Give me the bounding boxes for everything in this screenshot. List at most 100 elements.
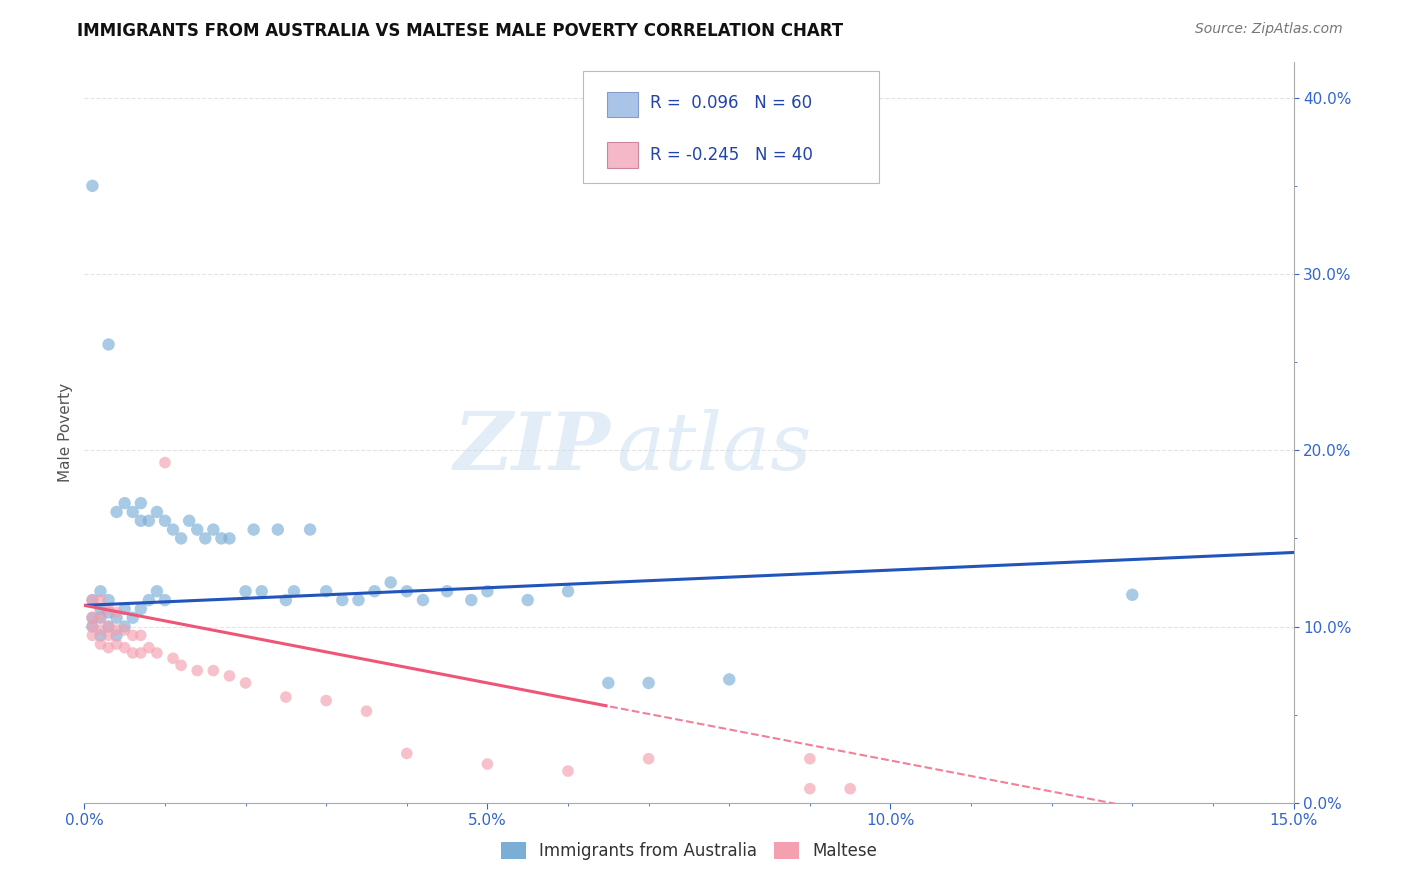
Point — [129, 496, 152, 510]
Point — [395, 747, 418, 761]
Point — [105, 505, 128, 519]
Point — [250, 584, 273, 599]
Point — [97, 640, 120, 655]
Point — [380, 575, 402, 590]
Point — [97, 619, 120, 633]
Point — [89, 593, 111, 607]
Point — [242, 523, 264, 537]
Point — [557, 584, 579, 599]
Point — [162, 651, 184, 665]
Point — [153, 514, 176, 528]
Point — [153, 456, 176, 470]
Point — [460, 593, 482, 607]
Point — [235, 584, 257, 599]
Point — [799, 781, 821, 796]
Point — [97, 628, 120, 642]
Point — [637, 752, 659, 766]
Point — [89, 623, 111, 637]
Point — [153, 593, 176, 607]
Point — [477, 584, 499, 599]
Point — [598, 676, 620, 690]
Point — [97, 602, 120, 616]
Point — [97, 606, 120, 620]
Point — [436, 584, 458, 599]
Point — [114, 496, 136, 510]
Point — [82, 178, 104, 193]
Point — [138, 640, 160, 655]
Point — [146, 646, 169, 660]
Point — [146, 584, 169, 599]
Point — [105, 606, 128, 620]
Point — [121, 628, 143, 642]
Point — [89, 628, 111, 642]
Point — [129, 628, 152, 642]
Point — [89, 602, 111, 616]
Point — [97, 619, 120, 633]
Point — [186, 523, 208, 537]
Point — [209, 532, 232, 546]
Point — [121, 646, 143, 660]
Point — [274, 593, 297, 607]
Point — [121, 505, 143, 519]
Point — [477, 757, 499, 772]
Point — [218, 532, 240, 546]
Point — [114, 619, 136, 633]
Point — [89, 584, 111, 599]
Point — [315, 693, 337, 707]
Point — [315, 584, 337, 599]
Point — [179, 514, 201, 528]
Point — [637, 676, 659, 690]
Point — [138, 514, 160, 528]
Point — [129, 646, 152, 660]
Point — [202, 523, 225, 537]
Point — [235, 676, 257, 690]
Point — [839, 781, 862, 796]
Y-axis label: Male Poverty: Male Poverty — [58, 383, 73, 483]
Point — [82, 593, 104, 607]
Point — [105, 623, 128, 637]
Point — [82, 619, 104, 633]
Point — [114, 623, 136, 637]
Text: R = -0.245   N = 40: R = -0.245 N = 40 — [650, 145, 813, 164]
Point — [82, 610, 104, 624]
Point — [89, 610, 111, 624]
Point — [347, 593, 370, 607]
Point — [395, 584, 418, 599]
Point — [718, 673, 741, 687]
Text: R =  0.096   N = 60: R = 0.096 N = 60 — [650, 95, 811, 112]
Point — [202, 664, 225, 678]
Point — [82, 619, 104, 633]
Point — [363, 584, 385, 599]
Point — [516, 593, 538, 607]
Point — [129, 602, 152, 616]
Point — [299, 523, 322, 537]
Point — [170, 532, 193, 546]
Point — [97, 337, 120, 351]
Point — [283, 584, 305, 599]
Point — [330, 593, 353, 607]
Point — [89, 637, 111, 651]
Point — [186, 664, 208, 678]
Point — [105, 610, 128, 624]
Point — [146, 505, 169, 519]
Point — [89, 610, 111, 624]
Text: IMMIGRANTS FROM AUSTRALIA VS MALTESE MALE POVERTY CORRELATION CHART: IMMIGRANTS FROM AUSTRALIA VS MALTESE MAL… — [77, 22, 844, 40]
Point — [799, 752, 821, 766]
Point — [194, 532, 217, 546]
Point — [170, 658, 193, 673]
Point — [274, 690, 297, 704]
Point — [129, 514, 152, 528]
Point — [557, 764, 579, 778]
Text: ZIP: ZIP — [454, 409, 610, 486]
Point — [114, 640, 136, 655]
Point — [114, 602, 136, 616]
Point — [105, 637, 128, 651]
Point — [97, 593, 120, 607]
Point — [412, 593, 434, 607]
Legend: Immigrants from Australia, Maltese: Immigrants from Australia, Maltese — [492, 834, 886, 869]
Point — [162, 523, 184, 537]
Point — [218, 669, 240, 683]
Point — [82, 610, 104, 624]
Text: Source: ZipAtlas.com: Source: ZipAtlas.com — [1195, 22, 1343, 37]
Point — [121, 610, 143, 624]
